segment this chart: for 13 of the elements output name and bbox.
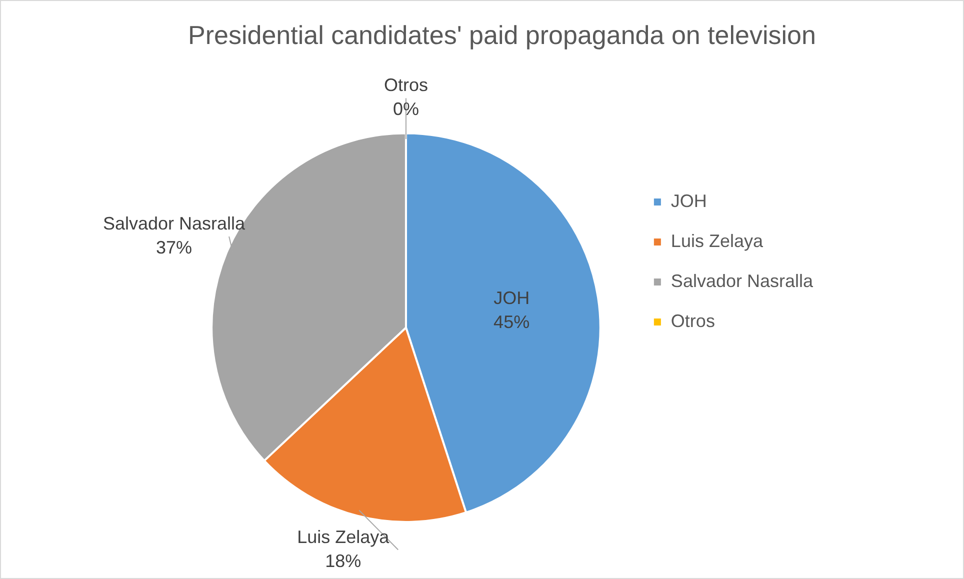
legend-label: Luis Zelaya: [670, 230, 764, 251]
legend-label: Salvador Nasralla: [670, 270, 814, 291]
data-label: 37%: [156, 237, 192, 258]
chart-title: Presidential candidates' paid propaganda on television: [188, 20, 816, 50]
slice-label: JOH: [494, 288, 530, 308]
slice-label: Salvador Nasralla: [102, 213, 246, 234]
legend-label: JOH: [670, 190, 707, 211]
text: 0%: [392, 99, 419, 120]
data-label: 45%: [494, 312, 530, 332]
legend-label: Otros: [670, 310, 715, 331]
data-label: 18%: [325, 550, 362, 571]
slice-label: Luis Zelaya: [297, 526, 390, 547]
category-label: Otros: [384, 75, 428, 96]
